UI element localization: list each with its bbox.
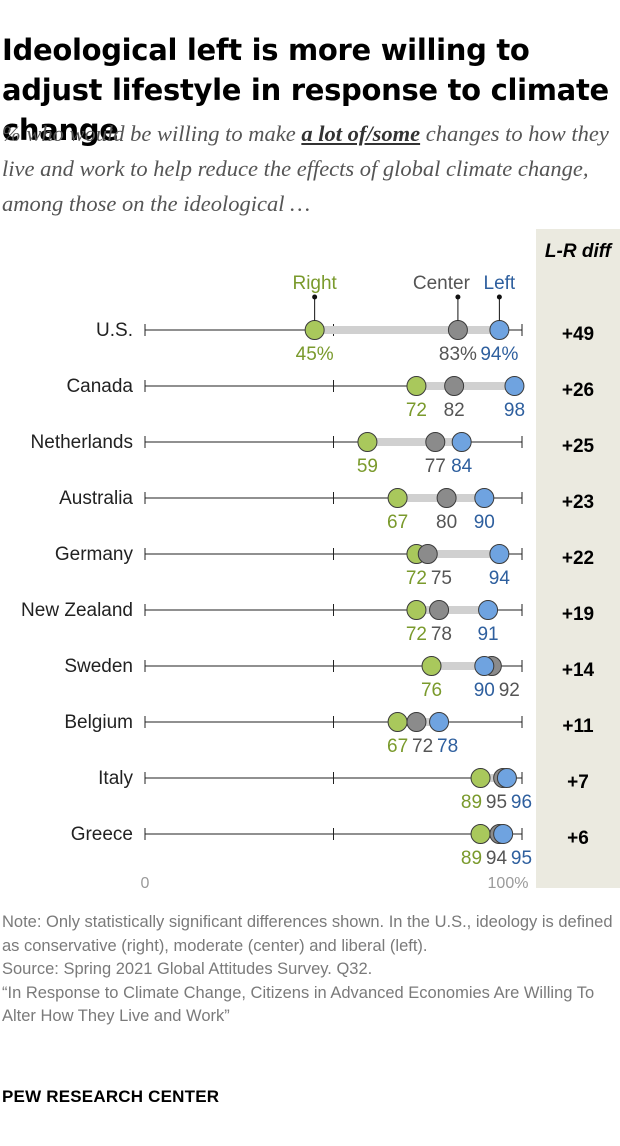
diff-value: +25 <box>562 436 595 457</box>
left-dot <box>489 320 510 340</box>
center-value-label: 72 <box>412 736 433 757</box>
left-value-label: 95 <box>511 848 532 869</box>
country-label: Germany <box>55 544 134 565</box>
diff-value: +7 <box>567 772 589 793</box>
center-value-label: 95 <box>486 792 507 813</box>
diff-value: +22 <box>562 548 594 569</box>
right-dot <box>421 656 442 676</box>
legend-left-leader-dot <box>496 294 502 300</box>
country-label: Greece <box>71 824 133 845</box>
subtitle-tail: changes to how they live and work to hel… <box>2 121 609 216</box>
country-label: Italy <box>98 768 133 789</box>
country-label: Netherlands <box>31 432 133 453</box>
legend-right-leader-dot <box>312 294 318 300</box>
center-dot <box>444 376 465 396</box>
center-dot <box>436 488 457 508</box>
right-value-label: 89 <box>461 848 482 869</box>
center-dot <box>447 320 468 340</box>
pew-logo-text: PEW RESEARCH CENTER <box>2 1087 220 1106</box>
left-dot <box>478 600 499 620</box>
right-dot <box>387 712 408 732</box>
right-value-label: 67 <box>387 736 408 757</box>
note-text: Note: Only statistically significant dif… <box>2 913 613 955</box>
center-value-label: 75 <box>431 568 452 589</box>
center-value-label: 80 <box>436 512 457 533</box>
right-value-label: 59 <box>357 456 378 477</box>
center-value-label: 92 <box>499 680 520 701</box>
legend-right: Right <box>292 273 337 294</box>
right-value-label: 72 <box>406 568 427 589</box>
left-value-label: 84 <box>451 456 473 477</box>
left-dot <box>489 544 510 564</box>
center-dot <box>425 432 446 452</box>
subtitle-lead: % who would be willing to make <box>2 121 302 146</box>
diff-value: +11 <box>562 716 594 737</box>
right-value-label: 67 <box>387 512 408 533</box>
right-dot <box>357 432 378 452</box>
left-value-label: 90 <box>474 680 495 701</box>
report-text: “In Response to Climate Change, Citizens… <box>2 983 595 1026</box>
axis-label-min: 0 <box>141 875 150 889</box>
diff-value: +26 <box>562 380 594 401</box>
country-label: New Zealand <box>21 600 133 621</box>
chart-notes: Note: Only statistically significant dif… <box>2 911 617 1029</box>
right-value-label: 72 <box>406 624 427 645</box>
legend-center-leader-dot <box>455 294 461 300</box>
subtitle-emphasis: a lot of/some <box>301 121 421 146</box>
center-dot <box>429 600 450 620</box>
diff-value: +49 <box>562 324 594 345</box>
center-value-label: 83% <box>439 344 477 365</box>
diff-value: +19 <box>562 604 594 625</box>
left-value-label: 98 <box>504 400 525 421</box>
right-dot <box>406 376 427 396</box>
right-value-label: 72 <box>406 400 427 421</box>
diff-value: +14 <box>562 660 595 681</box>
axis-label-max: 100% <box>488 875 529 889</box>
right-value-label: 89 <box>461 792 482 813</box>
right-dot <box>304 320 325 340</box>
country-label: Canada <box>66 376 133 397</box>
left-dot <box>504 376 525 396</box>
left-dot <box>429 712 450 732</box>
country-label: Australia <box>59 488 133 509</box>
center-value-label: 94 <box>486 848 508 869</box>
center-value-label: 77 <box>425 456 446 477</box>
center-dot <box>417 544 438 564</box>
center-dot <box>406 712 427 732</box>
legend-center: Center <box>413 273 471 294</box>
diff-value: +23 <box>562 492 594 513</box>
left-value-label: 94% <box>480 344 518 365</box>
right-dot <box>470 824 491 844</box>
country-label: U.S. <box>96 320 133 341</box>
chart-subtitle: % who would be willing to make a lot of/… <box>2 116 612 221</box>
center-value-label: 78 <box>431 624 452 645</box>
left-dot <box>474 488 495 508</box>
diff-value: +6 <box>567 828 589 849</box>
left-value-label: 91 <box>477 624 498 645</box>
country-label: Belgium <box>64 712 133 733</box>
left-dot <box>474 656 495 676</box>
left-value-label: 78 <box>437 736 458 757</box>
source-text: Source: Spring 2021 Global Attitudes Sur… <box>2 960 373 978</box>
diff-column: L-R diff <box>536 229 620 888</box>
right-dot <box>470 768 491 788</box>
right-dot <box>406 600 427 620</box>
left-dot <box>496 768 517 788</box>
dot-plot-chart: U.S. 45% 83% 94% +49 Canada 72 82 98 +26 Netherlan… <box>21 273 595 889</box>
right-dot <box>387 488 408 508</box>
center-value-label: 82 <box>444 400 465 421</box>
left-value-label: 94 <box>489 568 511 589</box>
legend-left: Left <box>484 273 516 294</box>
diff-header: L-R diff <box>544 241 612 262</box>
right-value-label: 76 <box>421 680 442 701</box>
left-value-label: 96 <box>511 792 532 813</box>
left-value-label: 90 <box>474 512 495 533</box>
left-dot <box>493 824 514 844</box>
chart-title: Ideological left is more willing to adju… <box>2 33 609 147</box>
right-value-label: 45% <box>296 344 334 365</box>
country-label: Sweden <box>64 656 133 677</box>
left-dot <box>451 432 472 452</box>
